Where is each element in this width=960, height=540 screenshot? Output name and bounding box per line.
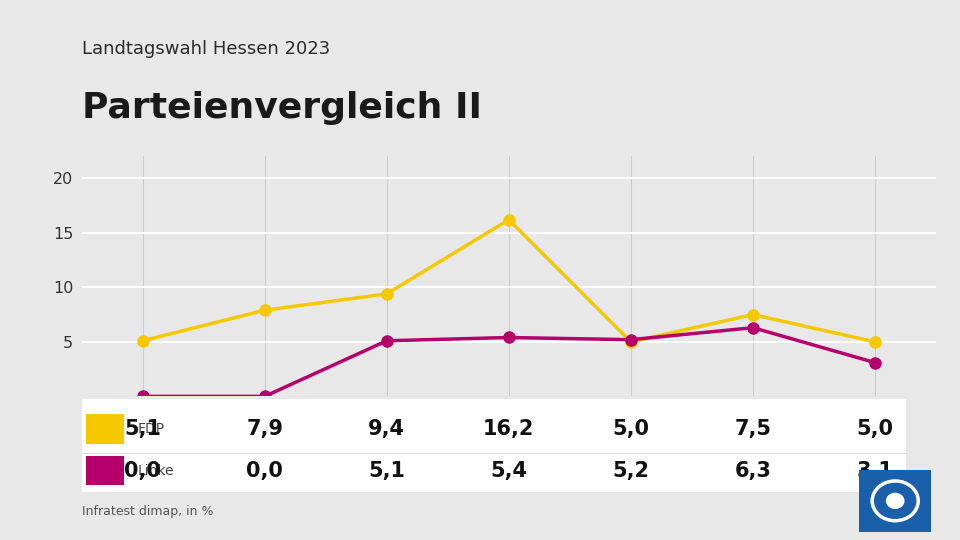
Text: 7,9: 7,9 [246, 419, 283, 439]
Text: Infratest dimap, in %: Infratest dimap, in % [82, 505, 213, 518]
Text: 5,2: 5,2 [612, 461, 649, 481]
Text: 5,4: 5,4 [491, 461, 527, 481]
FancyBboxPatch shape [85, 414, 125, 443]
Text: 5,1: 5,1 [369, 461, 405, 481]
Text: 9,4: 9,4 [369, 419, 405, 439]
FancyBboxPatch shape [855, 467, 935, 535]
Circle shape [887, 494, 904, 508]
Text: 5,0: 5,0 [856, 419, 894, 439]
Text: FDP: FDP [137, 422, 164, 436]
Text: 0,0: 0,0 [124, 461, 161, 481]
Text: 7,5: 7,5 [734, 419, 772, 439]
Text: 5,0: 5,0 [612, 419, 649, 439]
Text: Landtagswahl Hessen 2023: Landtagswahl Hessen 2023 [82, 40, 330, 58]
Text: 5,1: 5,1 [124, 419, 161, 439]
Text: 0,0: 0,0 [247, 461, 283, 481]
Text: Parteienvergleich II: Parteienvergleich II [82, 91, 482, 125]
Text: 16,2: 16,2 [483, 419, 535, 439]
Text: Linke: Linke [137, 464, 174, 478]
Text: 3,1: 3,1 [856, 461, 894, 481]
FancyBboxPatch shape [85, 456, 125, 485]
FancyBboxPatch shape [82, 399, 906, 492]
Text: 6,3: 6,3 [734, 461, 771, 481]
